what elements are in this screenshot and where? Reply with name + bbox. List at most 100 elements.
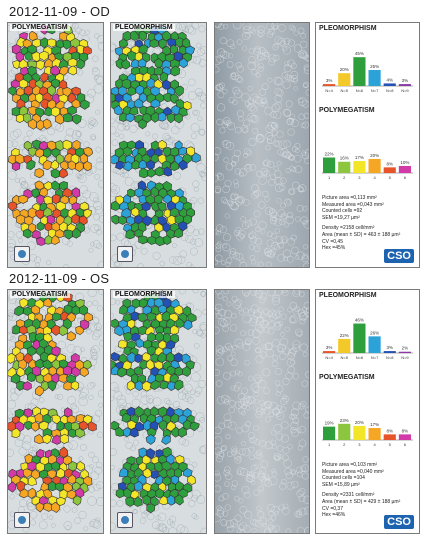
bar-data-label: 25% (370, 64, 379, 69)
bar-data-label: 3% (326, 78, 333, 83)
pleomorphism-panel: PLEOMORPHISM (110, 289, 207, 534)
category-label: 1 (328, 442, 331, 447)
bar-data-label: 4% (386, 77, 393, 82)
bar-data-label: 22% (340, 333, 349, 338)
chart-bar (353, 57, 366, 86)
chart-bar (353, 425, 366, 440)
device-logo-icon (117, 512, 133, 528)
chart-bar (398, 165, 411, 173)
category-label: 2 (343, 442, 346, 447)
chart-bar (338, 161, 351, 173)
info-line: Hex =46% (322, 512, 346, 519)
device-logo-icon (14, 246, 30, 262)
bar-data-label: 20% (370, 153, 379, 158)
panel-label: PLEOMORPHISM (113, 24, 175, 31)
chart-bar (368, 158, 381, 173)
section-od: 2012-11-09 - OD POLYMEGATISM PLEOMORPHIS… (0, 0, 425, 268)
bar-data-label: 17% (355, 155, 364, 160)
chart-bar (323, 84, 336, 86)
chart-bar (368, 428, 381, 440)
chart-bar (353, 323, 366, 353)
chart-bar (353, 161, 366, 173)
category-label: 2 (343, 175, 346, 180)
pleomorphism-panel: PLEOMORPHISM (110, 22, 207, 268)
info-line: Counted cells =92 (322, 208, 363, 215)
bar-data-label: 26% (370, 330, 379, 335)
category-label: N=5 (341, 88, 349, 93)
measurement-info: Picture area =0,103 mm² Measured area =0… (322, 462, 400, 519)
chart-bar (323, 351, 336, 353)
statistics-panel: PLEOMORPHISM 3% N=4 22% N=5 46% N=6 26% N=7 3% N=… (315, 289, 420, 534)
chart-bar (338, 338, 351, 353)
category-label: N=7 (371, 88, 379, 93)
bar-data-label: 16% (340, 156, 349, 161)
category-label: N=5 (341, 355, 349, 360)
category-label: N=6 (356, 88, 364, 93)
info-line: Picture area =0,113 mm² (322, 195, 377, 201)
category-label: 4 (373, 175, 376, 180)
cell-map (8, 290, 103, 533)
info-line: Density =2331 cell/mm² (322, 492, 375, 499)
pleomorphism-chart: 3% N=4 20% N=5 45% N=6 25% N=7 4% N=8 3% N=9 (322, 51, 413, 93)
chart-bar (323, 157, 336, 173)
info-line: Measured area =0,040 mm² (322, 468, 384, 475)
category-label: 6 (404, 442, 407, 447)
bar-data-label: 23% (340, 418, 349, 423)
info-line: Picture area =0,103 mm² (322, 462, 378, 468)
chart-bar (338, 73, 351, 86)
panel-label: PLEOMORPHISM (113, 291, 175, 298)
info-line: Counted cells =104 (322, 475, 365, 482)
statistics-panel: PLEOMORPHISM 3% N=4 20% N=5 45% N=6 25% N=7 4% N=… (315, 22, 420, 268)
bar-data-label: 3% (386, 345, 393, 350)
bar-data-label: 20% (340, 67, 349, 72)
category-label: 4 (373, 442, 376, 447)
chart-bar (338, 423, 351, 440)
bar-data-label: 22% (325, 152, 334, 157)
cell-map (8, 23, 103, 267)
bar-data-label: 3% (326, 345, 333, 350)
cell-map (111, 290, 206, 533)
cso-logo: CSO (384, 515, 414, 529)
bar-data-label: 8% (386, 428, 393, 433)
raw-specular-image (214, 289, 310, 534)
measurement-info: Picture area =0,113 mm² Measured area =0… (322, 195, 400, 252)
category-label: N=7 (371, 355, 379, 360)
pleomorphism-chart: 3% N=4 22% N=5 46% N=6 26% N=7 3% N=8 2% N=9 (322, 318, 413, 360)
polymegatism-title: POLYMEGATISM (319, 374, 375, 381)
info-line: SEM =19,27 µm² (322, 214, 360, 221)
polymegatism-panel: POLYMEGATISM (7, 22, 104, 268)
category-label: N=8 (386, 355, 394, 360)
bar-data-label: 19% (325, 421, 334, 426)
chart-bar (368, 70, 381, 86)
chart-bar (368, 336, 381, 353)
category-label: N=4 (325, 355, 333, 360)
panel-label: POLYMEGATISM (10, 24, 70, 31)
pleomorphism-title: PLEOMORPHISM (319, 25, 377, 32)
info-line: Hex =45% (322, 245, 346, 252)
chart-bar (383, 434, 396, 440)
info-line: Density =2158 cell/mm² (322, 225, 375, 232)
category-label: N=4 (325, 88, 333, 93)
info-line: Measured area =0,043 mm² (322, 201, 384, 208)
bar-data-label: 8% (386, 161, 393, 166)
info-line: SEM =15,89 µm² (322, 481, 360, 488)
category-label: 3 (358, 442, 361, 447)
bar-data-label: 8% (402, 428, 409, 433)
category-label: 6 (404, 175, 407, 180)
chart-bar (383, 83, 396, 86)
bar-data-label: 10% (400, 160, 409, 165)
raw-specular-image (214, 22, 310, 268)
chart-bar (398, 434, 411, 440)
info-line: CV =0,37 (322, 505, 343, 512)
category-label: N=9 (401, 355, 409, 360)
chart-bar (398, 351, 411, 353)
endothelium-texture (215, 23, 309, 267)
polymegatism-chart: 19% 1 23% 2 20% 3 17% 4 8% 5 8% 6 (322, 418, 413, 447)
chart-bar (398, 84, 411, 86)
info-line: Area (mean ± SD) = 463 ± 188 µm² (322, 231, 401, 238)
category-label: N=8 (386, 88, 394, 93)
bar-data-label: 46% (355, 318, 364, 323)
category-label: N=9 (401, 88, 409, 93)
device-logo-icon (117, 246, 133, 262)
section-os: 2012-11-09 - OS POLYMEGATISM PLEOMORPHIS… (0, 268, 425, 537)
